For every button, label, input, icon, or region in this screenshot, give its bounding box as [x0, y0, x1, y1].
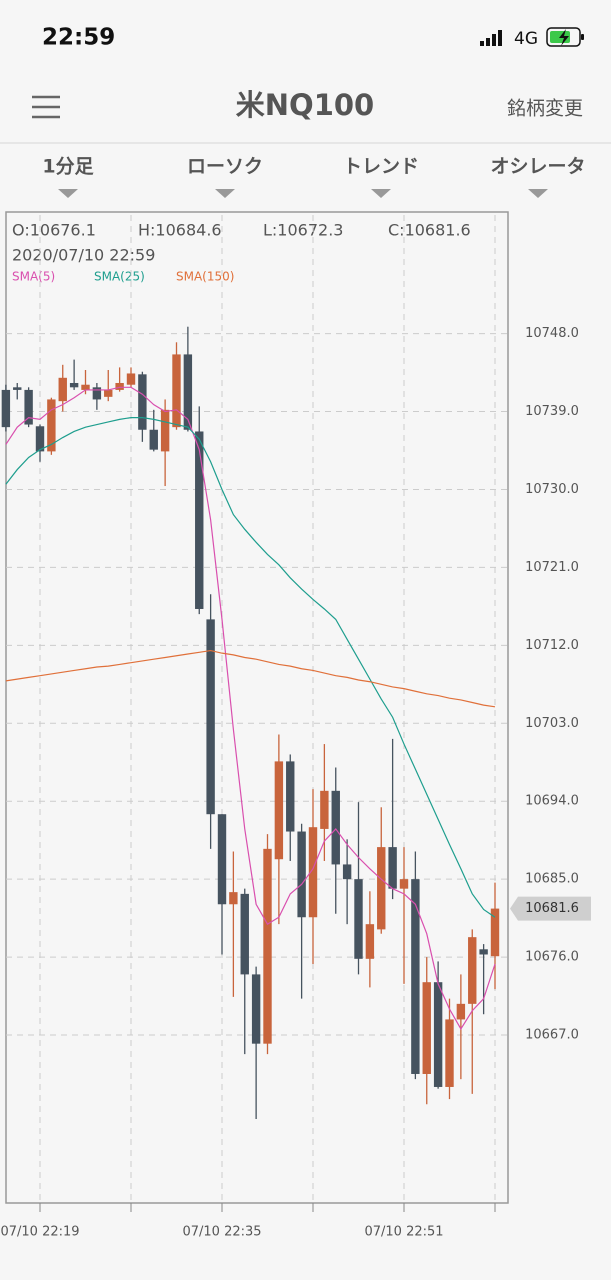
sma-line — [5, 417, 496, 918]
change-symbol-button[interactable]: 銘柄変更 — [507, 98, 583, 120]
tab-arrow — [371, 189, 391, 198]
candle-body — [263, 848, 272, 1044]
tab-arrow — [58, 189, 78, 198]
candle-body — [320, 790, 329, 829]
candle-body — [126, 373, 136, 385]
last-price-tag — [510, 896, 591, 921]
candle-body — [456, 1003, 466, 1020]
candle-body — [217, 814, 227, 905]
tab[interactable]: トレンド — [343, 156, 419, 178]
candle-body — [35, 426, 45, 452]
datetime-label: 2020/07/10 22:59 — [12, 246, 155, 265]
sma-line — [5, 386, 496, 1031]
chart: O:10676.1 H:10684.6 L:10672.3 C:10681.6 2020… — [0, 215, 591, 1240]
candle-body — [399, 879, 409, 889]
candle-body — [47, 399, 56, 452]
tab-arrow — [528, 189, 548, 198]
candle-body — [229, 892, 238, 905]
x-tick-label: 07/10 22:35 — [182, 1225, 261, 1240]
menu-button[interactable] — [32, 95, 60, 119]
candle-body — [286, 761, 295, 832]
y-tick-label: 10667.0 — [525, 1028, 579, 1043]
candle-body — [104, 389, 113, 397]
tab[interactable]: オシレータ — [490, 156, 585, 178]
candle-body — [377, 847, 386, 930]
x-tick-label: 07/10 22:19 — [0, 1225, 79, 1240]
y-tick-label: 10685.0 — [525, 872, 579, 887]
network-label: 4G — [514, 29, 538, 49]
candle-body — [92, 387, 102, 400]
signal-icon — [480, 30, 502, 46]
ohlc-label: C:10681.6 — [388, 221, 471, 240]
candle-body — [308, 827, 318, 918]
candle-body — [138, 374, 147, 430]
ohlc-label: H:10684.6 — [138, 221, 222, 240]
candle-body — [445, 1019, 454, 1087]
candle-body — [411, 879, 420, 1074]
candle-body — [160, 409, 170, 452]
candle-body — [195, 431, 204, 609]
tab[interactable]: 1分足 — [42, 156, 94, 178]
x-tick-label: 07/10 22:51 — [364, 1225, 443, 1240]
candle-body — [388, 847, 397, 889]
candle-body — [24, 389, 33, 425]
candle-body — [354, 879, 363, 959]
candle-body — [331, 790, 340, 865]
last-price-label: 10681.6 — [525, 901, 579, 916]
tab[interactable]: ローソク — [187, 156, 263, 178]
header-title: 米NQ100 — [236, 88, 374, 122]
ohlc-label: L:10672.3 — [263, 221, 343, 240]
chart-frame — [5, 211, 509, 1204]
y-tick-label: 10694.0 — [525, 794, 579, 809]
candle-body — [69, 382, 79, 388]
candle-body — [115, 382, 124, 390]
candle-body — [490, 908, 500, 957]
sma-line — [5, 649, 496, 708]
tab-arrow — [215, 189, 235, 198]
candle-body — [206, 619, 215, 815]
candle-body — [13, 387, 22, 390]
y-tick-label: 10703.0 — [525, 716, 579, 731]
y-tick-label: 10739.0 — [525, 404, 579, 419]
ohlc-label: O:10676.1 — [12, 221, 96, 240]
candle-body — [468, 937, 477, 1004]
candle-body — [342, 864, 352, 880]
candle-body — [149, 429, 158, 450]
tab-bar: 1分足 ローソク トレンド オシレータ — [42, 156, 586, 198]
candle-body — [422, 982, 431, 1074]
candle-body — [433, 982, 443, 1087]
y-tick-label: 10748.0 — [525, 326, 579, 341]
battery-icon — [546, 27, 584, 47]
candle-body — [172, 354, 181, 428]
candle-body — [1, 389, 11, 428]
y-tick-label: 10676.0 — [525, 950, 579, 965]
candle-body — [240, 893, 249, 975]
legend-entry: SMA(5) — [12, 270, 55, 284]
y-tick-label: 10730.0 — [525, 482, 579, 497]
y-tick-label: 10712.0 — [525, 638, 579, 653]
legend-entry: SMA(150) — [176, 270, 234, 284]
y-tick-label: 10721.0 — [525, 560, 579, 575]
legend-entry: SMA(25) — [94, 270, 145, 284]
candle-body — [251, 974, 261, 1044]
candle-body — [58, 377, 67, 402]
status-time: 22:59 — [42, 25, 115, 51]
candle-body — [297, 831, 306, 918]
candle-body — [365, 924, 375, 959]
candle-body — [274, 761, 284, 860]
candle-body — [183, 354, 193, 430]
candle-body — [81, 384, 90, 390]
candle-body — [479, 949, 488, 955]
